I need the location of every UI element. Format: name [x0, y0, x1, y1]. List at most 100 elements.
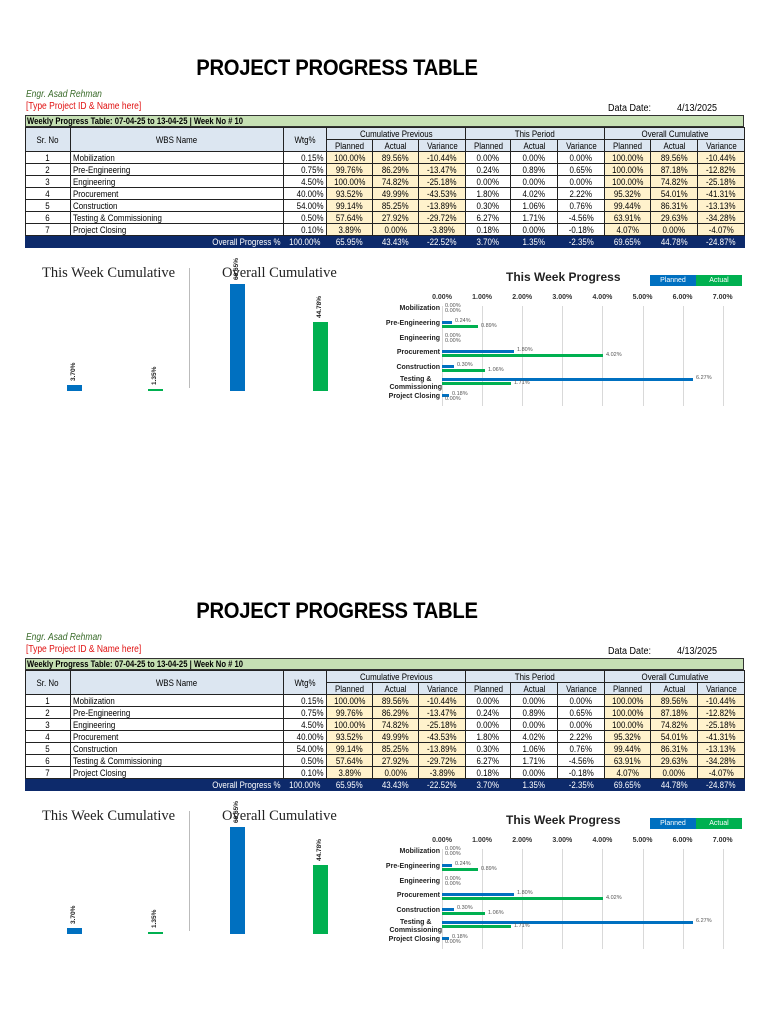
- cum-prev-actual-cell: 74.82%: [372, 175, 419, 188]
- actual-bar-label: 0.00%: [445, 851, 461, 857]
- category-label: Construction: [396, 364, 440, 371]
- this-period-variance-cell: 2.22%: [557, 187, 606, 200]
- sr-no-cell: 3: [25, 718, 71, 731]
- planned-bar: [442, 908, 454, 911]
- this-period-planned-cell: 0.00%: [465, 718, 512, 731]
- sub-header: Actual: [650, 682, 699, 695]
- this-period-actual-cell: 0.00%: [510, 694, 559, 707]
- page-title: PROJECT PROGRESS TABLE: [196, 55, 478, 80]
- this-period-actual-cell: 4.02%: [510, 187, 559, 200]
- this-period-planned-cell: 0.24%: [465, 163, 512, 176]
- x-tick-label: 2.00%: [512, 837, 533, 844]
- x-tick-label: 5.00%: [632, 837, 653, 844]
- planned-bar-label: 1.80%: [517, 347, 533, 353]
- table-row: 6 Testing & Commissioning 0.50% 57.64% 2…: [25, 211, 746, 224]
- data-date-label: Data Date:: [608, 103, 652, 114]
- this-week-actual-bar-label: 1.35%: [151, 366, 158, 385]
- this-week-cumulative-title: This Week Cumulative: [42, 808, 176, 824]
- cum-prev-planned-cell: 99.14%: [326, 199, 373, 212]
- report-page: PROJECT PROGRESS TABLE Engr. Asad Rehman…: [0, 593, 768, 1024]
- cum-prev-variance-cell: -3.89%: [417, 223, 467, 236]
- overall-variance-cell: -34.28%: [697, 754, 746, 767]
- cum-prev-variance-cell: -13.47%: [417, 706, 467, 719]
- table-row: 6 Testing & Commissioning 0.50% 57.64% 2…: [25, 754, 746, 767]
- total-oc-act-cell: 44.78%: [650, 778, 699, 791]
- week-range-bar: Weekly Progress Table: 07-04-25 to 13-04…: [25, 658, 744, 670]
- overall-variance-cell: -4.07%: [697, 223, 746, 236]
- actual-bar-label: 0.00%: [445, 308, 461, 314]
- overall-variance-cell: -41.31%: [697, 730, 746, 743]
- this-period-variance-cell: -0.18%: [557, 223, 606, 236]
- overall-variance-cell: -25.18%: [697, 175, 746, 188]
- sr-no-header: Sr. No: [25, 127, 71, 152]
- x-tick-label: 0.00%: [432, 837, 452, 844]
- overall-planned-cell: 95.32%: [604, 730, 652, 743]
- sr-no-cell: 1: [25, 694, 71, 707]
- total-oc-var-cell: -24.87%: [697, 778, 746, 791]
- project-id-placeholder[interactable]: [Type Project ID & Name here]: [26, 101, 142, 112]
- this-period-planned-cell: 6.27%: [465, 754, 512, 767]
- this-period-header: This Period: [465, 670, 606, 683]
- table-row: 3 Engineering 4.50% 100.00% 74.82% -25.1…: [25, 175, 746, 188]
- this-week-actual-bar: [148, 932, 163, 934]
- cum-prev-actual-cell: 0.00%: [372, 223, 419, 236]
- wbs-name-cell: Testing & Commissioning: [70, 754, 284, 767]
- sub-header: Actual: [650, 139, 699, 152]
- wbs-name-header: WBS Name: [70, 670, 284, 695]
- cum-prev-planned-cell: 100.00%: [326, 175, 373, 188]
- planned-bar-label: 0.30%: [457, 905, 473, 911]
- actual-bar: [442, 325, 478, 328]
- sr-no-cell: 3: [25, 175, 71, 188]
- this-period-actual-cell: 4.02%: [510, 730, 559, 743]
- report-page: PROJECT PROGRESS TABLE Engr. Asad Rehman…: [0, 50, 768, 550]
- this-period-planned-cell: 0.30%: [465, 199, 512, 212]
- overall-actual-cell: 29.63%: [650, 754, 699, 767]
- cum-prev-planned-cell: 99.76%: [326, 163, 373, 176]
- wbs-name-cell: Engineering: [70, 175, 284, 188]
- overall-planned-cell: 100.00%: [604, 706, 652, 719]
- table-row: 1 Mobilization 0.15% 100.00% 89.56% -10.…: [25, 151, 746, 164]
- actual-bar: [442, 868, 478, 871]
- actual-bar: [442, 354, 603, 357]
- cum-prev-planned-cell: 57.64%: [326, 211, 373, 224]
- overall-cumulative-header: Overall Cumulative: [604, 127, 746, 140]
- total-cp-var-cell: -22.52%: [417, 778, 467, 791]
- overall-actual-bar-label: 44.78%: [316, 295, 323, 318]
- wbs-name-cell: Mobilization: [70, 151, 284, 164]
- this-week-planned-bar: [67, 928, 82, 934]
- actual-bar-label: 1.71%: [514, 923, 530, 929]
- this-period-variance-cell: 2.22%: [557, 730, 606, 743]
- planned-bar-label: 0.00%: [445, 303, 461, 309]
- this-period-planned-cell: 0.18%: [465, 223, 512, 236]
- overall-variance-cell: -25.18%: [697, 718, 746, 731]
- legend-actual: Actual: [696, 818, 742, 829]
- this-week-actual-bar: [148, 389, 163, 391]
- total-tp-plan-cell: 3.70%: [465, 235, 512, 248]
- actual-bar-label: 0.00%: [445, 939, 461, 945]
- this-period-actual-cell: 1.71%: [510, 754, 559, 767]
- gridline: [722, 849, 724, 949]
- actual-bar: [442, 382, 511, 385]
- this-period-variance-cell: 0.65%: [557, 163, 606, 176]
- planned-bar-label: 0.18%: [452, 391, 468, 397]
- overall-actual-cell: 0.00%: [650, 766, 699, 779]
- data-date-value: 4/13/2025: [677, 646, 718, 657]
- sub-header: Planned: [604, 139, 652, 152]
- project-id-placeholder[interactable]: [Type Project ID & Name here]: [26, 644, 142, 655]
- overall-actual-cell: 29.63%: [650, 211, 699, 224]
- category-label: Mobilization: [399, 848, 440, 855]
- wtg-cell: 4.50%: [283, 718, 327, 731]
- overall-planned-cell: 4.07%: [604, 223, 652, 236]
- cum-prev-actual-cell: 74.82%: [372, 718, 419, 731]
- overall-actual-cell: 74.82%: [650, 175, 699, 188]
- overall-actual-cell: 0.00%: [650, 223, 699, 236]
- this-period-actual-cell: 0.00%: [510, 718, 559, 731]
- cum-prev-variance-cell: -43.53%: [417, 730, 467, 743]
- cum-prev-planned-cell: 93.52%: [326, 730, 373, 743]
- this-period-planned-cell: 1.80%: [465, 187, 512, 200]
- planned-bar: [442, 937, 449, 940]
- sr-no-cell: 5: [25, 199, 71, 212]
- sr-no-cell: 6: [25, 754, 71, 767]
- cum-prev-planned-cell: 93.52%: [326, 187, 373, 200]
- overall-planned-cell: 100.00%: [604, 694, 652, 707]
